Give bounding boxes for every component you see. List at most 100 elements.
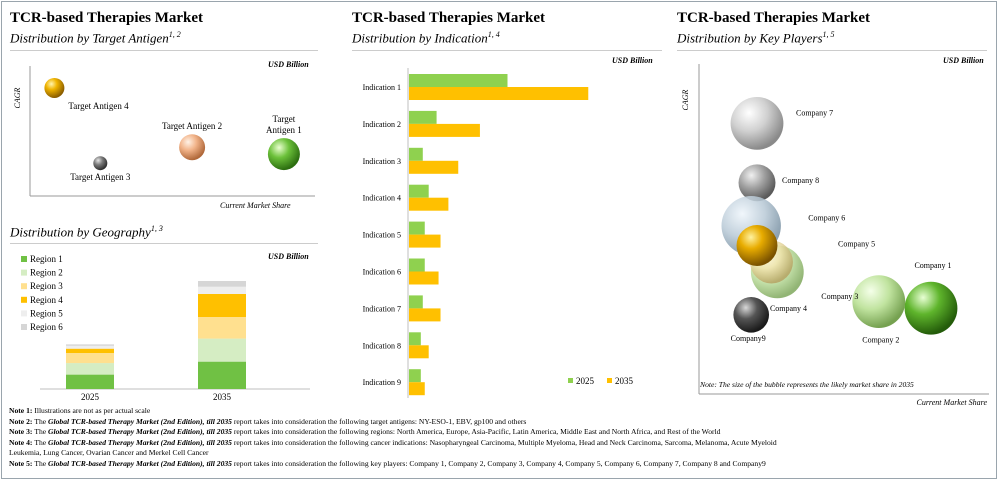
indication-7-bar-2025 [409, 295, 423, 309]
indication-8-bar-2025 [409, 332, 421, 346]
players-y-label: CAGR [681, 89, 690, 110]
target-antigen-2-label: Target Antigen 2 [162, 121, 222, 131]
company9-bubble [733, 296, 770, 333]
geography-rule [10, 243, 318, 244]
company-2-label: Company 2 [862, 336, 899, 345]
legend-label-region-3: Region 3 [30, 281, 63, 291]
players-x-label: Current Market Share [916, 398, 987, 406]
note-label: Note 5: [9, 458, 35, 468]
note-text: report takes into consideration the foll… [231, 437, 777, 447]
note-line: Note 3: The Global TCR-based Therapy Mar… [9, 427, 994, 438]
antigen-panel-subtitle: Distribution by Target Antigen1, 2 [10, 30, 181, 46]
indication-2-bar-2035 [409, 123, 480, 137]
note-report-title: Global TCR-based Therapy Market (2nd Edi… [48, 427, 232, 437]
note-line: Leukemia, Lung Cancer, Ovarian Cancer an… [9, 448, 994, 459]
legend-swatch-region-3 [21, 283, 27, 290]
antigen-unit: USD Billion [268, 60, 309, 69]
target-antigen-4-label: Target Antigen 4 [68, 101, 129, 111]
bar-2025-region-6 [66, 344, 114, 346]
company9-label: Company9 [731, 334, 766, 343]
legend-swatch-2025 [568, 378, 573, 383]
indication-5-bar-2035 [409, 234, 441, 248]
note-report-title: Global TCR-based Therapy Market (2nd Edi… [48, 458, 232, 468]
indication-2-bar-2025 [409, 110, 437, 124]
note-text: report takes into consideration the foll… [231, 458, 766, 468]
note-text: The [34, 458, 49, 468]
legend-swatch-region-6 [21, 324, 27, 330]
indication-6-bar-2025 [409, 258, 425, 272]
antigen-panel-title: TCR-based Therapies Market [10, 10, 204, 26]
note-text: The [34, 437, 49, 447]
company-1-bubble [904, 281, 958, 335]
geography-chart: Region 1 Region 2 Region 3 Region 4 Region 5… [21, 254, 310, 402]
legend-label-2035: 2035 [615, 376, 634, 386]
bar-2035-region-1 [198, 361, 246, 389]
geography-category-2035: 2035 [213, 392, 232, 402]
legend-label-region-4: Region 4 [30, 295, 63, 305]
legend-label-2025: 2025 [576, 376, 595, 386]
note-line: Note 4: The Global TCR-based Therapy Mar… [9, 438, 994, 449]
indication-3-bar-2025 [409, 147, 423, 161]
bar-2025-region-3 [66, 353, 114, 364]
note-label: Note 2: [9, 416, 35, 426]
players-panel-subtitle: Distribution by Key Players1, 5 [677, 30, 835, 46]
note-line: Note 1: Illustrations are not as per act… [9, 406, 994, 417]
note-text: Leukemia, Lung Cancer, Ovarian Cancer an… [9, 448, 209, 458]
bar-2035-region-6 [198, 281, 246, 287]
bar-2025-region-1 [66, 374, 114, 389]
indication-chart: Indication 1 Indication 2 Indication 3 Indi… [363, 68, 634, 398]
note-report-title: Global TCR-based Therapy Market (2nd Edi… [48, 416, 232, 426]
key-players-chart: CAGR Current Market Share Company 7 Compa… [681, 64, 989, 406]
note-line: Note 5: The Global TCR-based Therapy Mar… [9, 459, 994, 470]
antigen-y-label: CAGR [13, 87, 22, 108]
indication-9-bar-2025 [409, 369, 421, 383]
note-report-title: Global TCR-based Therapy Market (2nd Edi… [48, 437, 232, 447]
company-2-bubble [852, 275, 906, 328]
note-text: Illustrations are not as per actual scal… [34, 406, 151, 415]
legend-swatch-region-1 [21, 256, 27, 262]
note-text: The [34, 427, 49, 437]
legend-swatch-region-5 [21, 310, 27, 317]
footnotes: Note 1: Illustrations are not as per act… [9, 406, 994, 470]
geography-panel-subtitle: Distribution by Geography1, 3 [10, 224, 163, 240]
indication-7-label: Indication 7 [363, 304, 401, 313]
company-8-label: Company 8 [782, 176, 819, 185]
indication-1-label: Indication 1 [363, 83, 401, 92]
indication-4-bar-2035 [409, 197, 449, 211]
target-antigen-chart: CAGR Current Market Share Target Antigen… [13, 66, 315, 210]
indication-4-label: Indication 4 [363, 194, 401, 203]
bar-2025-region-2 [66, 363, 114, 375]
bar-2035-region-3 [198, 317, 246, 339]
indication-rule [352, 50, 662, 51]
target-antigen-3-label: Target Antigen 3 [70, 172, 131, 182]
bar-2035-region-2 [198, 338, 246, 362]
legend-swatch-2035 [607, 378, 612, 383]
target-antigen-1-label: Antigen 1 [266, 125, 302, 135]
note-text: The [34, 416, 49, 426]
indication-8-bar-2035 [409, 345, 429, 359]
company-1-label: Company 1 [914, 261, 951, 270]
indication-1-bar-2035 [409, 87, 589, 100]
note-label: Note 1: [9, 406, 35, 415]
players-rule [677, 50, 987, 51]
geography-unit: USD Billion [268, 252, 309, 261]
indication-panel-title: TCR-based Therapies Market [352, 10, 546, 26]
note-text: report takes into consideration the foll… [231, 427, 721, 437]
bar-2025-region-4 [66, 348, 114, 353]
legend-swatch-region-2 [21, 269, 27, 276]
geography-category-2025: 2025 [81, 392, 100, 402]
company-3-label: Company 3 [821, 292, 858, 301]
note-label: Note 3: [9, 427, 35, 437]
indication-8-label: Indication 8 [363, 341, 401, 350]
target-antigen-2-bubble [179, 134, 206, 161]
note-text: report takes into consideration the foll… [231, 416, 527, 426]
antigen-rule [10, 50, 318, 51]
indication-4-bar-2025 [409, 184, 429, 198]
indication-2-label: Indication 2 [363, 120, 401, 129]
company-7-bubble [730, 97, 784, 150]
legend-label-region-5: Region 5 [30, 308, 63, 318]
company-5-bubble [736, 225, 778, 266]
indication-5-label: Indication 5 [363, 231, 401, 240]
target-antigen-1-bubble [267, 138, 300, 171]
indication-9-bar-2035 [409, 382, 425, 396]
